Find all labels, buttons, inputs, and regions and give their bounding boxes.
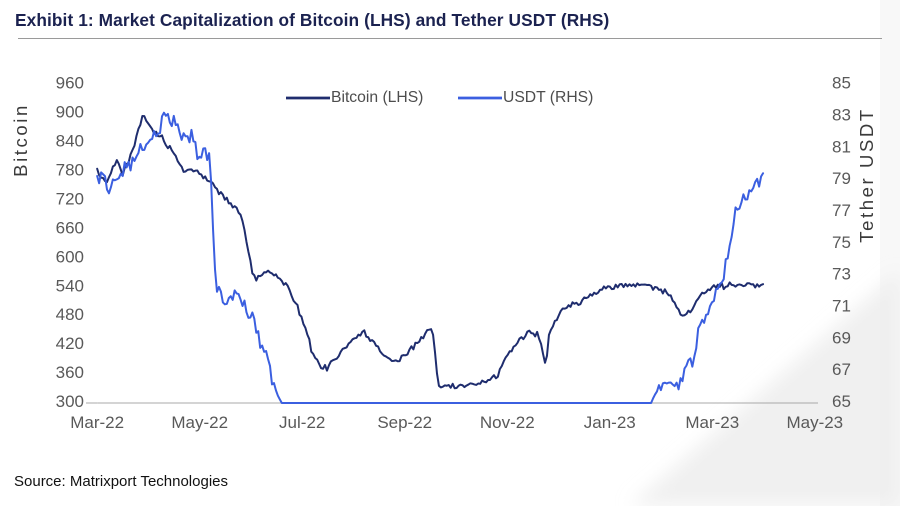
svg-text:Jan-23: Jan-23 — [584, 413, 636, 432]
svg-text:71: 71 — [832, 297, 851, 316]
svg-text:81: 81 — [832, 137, 851, 156]
svg-text:Mar-22: Mar-22 — [70, 413, 124, 432]
svg-text:May-23: May-23 — [786, 413, 843, 432]
svg-text:900: 900 — [56, 103, 84, 122]
svg-text:Bitcoin (LHS): Bitcoin (LHS) — [331, 89, 423, 106]
svg-text:Mar-23: Mar-23 — [685, 413, 739, 432]
svg-text:83: 83 — [832, 106, 851, 125]
svg-text:77: 77 — [832, 201, 851, 220]
svg-text:300: 300 — [56, 392, 84, 411]
svg-text:USDT (RHS): USDT (RHS) — [503, 89, 593, 106]
svg-text:720: 720 — [56, 189, 84, 208]
svg-text:780: 780 — [56, 161, 84, 180]
svg-text:69: 69 — [832, 328, 851, 347]
svg-text:75: 75 — [832, 233, 851, 252]
svg-text:480: 480 — [56, 305, 84, 324]
svg-text:Tether USDT: Tether USDT — [856, 107, 877, 243]
svg-text:Nov-22: Nov-22 — [480, 413, 535, 432]
svg-text:Jul-22: Jul-22 — [279, 413, 325, 432]
svg-text:85: 85 — [832, 74, 851, 93]
svg-text:420: 420 — [56, 334, 84, 353]
svg-text:840: 840 — [56, 132, 84, 151]
svg-text:600: 600 — [56, 247, 84, 266]
svg-text:67: 67 — [832, 360, 851, 379]
svg-text:Bitcoin: Bitcoin — [10, 103, 31, 177]
svg-text:73: 73 — [832, 265, 851, 284]
svg-text:540: 540 — [56, 276, 84, 295]
svg-text:65: 65 — [832, 392, 851, 411]
svg-text:May-22: May-22 — [171, 413, 228, 432]
svg-text:Sep-22: Sep-22 — [377, 413, 432, 432]
svg-text:660: 660 — [56, 218, 84, 237]
svg-text:360: 360 — [56, 363, 84, 382]
svg-text:960: 960 — [56, 74, 84, 93]
svg-text:79: 79 — [832, 169, 851, 188]
